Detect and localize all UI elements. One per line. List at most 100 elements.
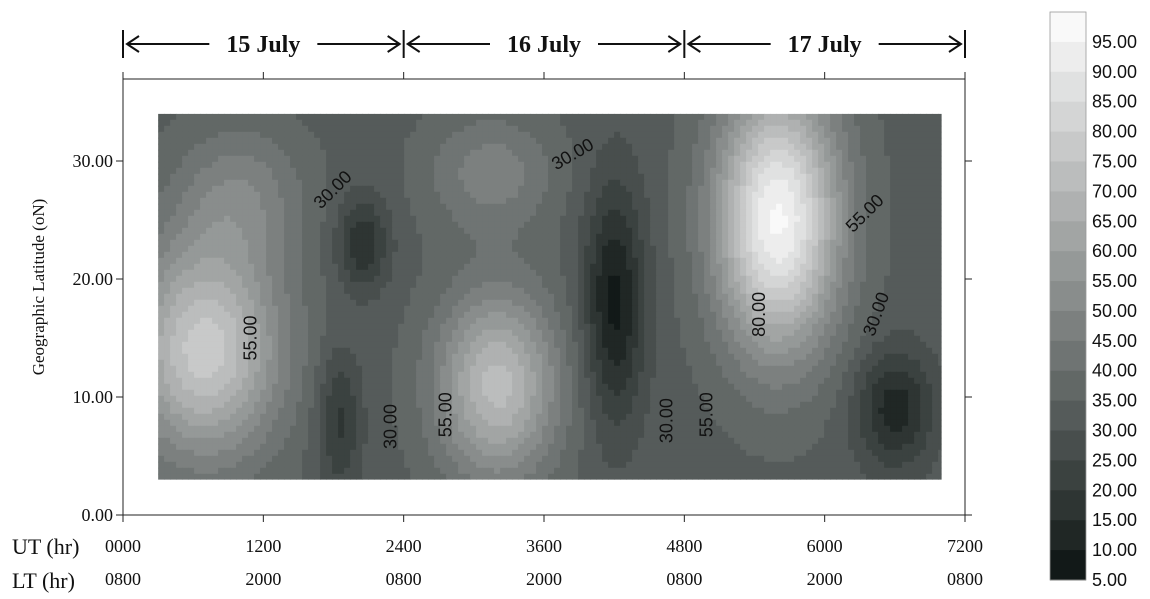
heat-cell [248, 119, 255, 127]
heat-cell [494, 203, 501, 211]
heat-cell [344, 323, 351, 331]
heat-cell [890, 173, 897, 181]
heat-cell [680, 191, 687, 199]
heat-cell [734, 161, 741, 169]
heat-cell [368, 251, 375, 259]
heat-cell [572, 257, 579, 265]
heat-cell [554, 221, 561, 229]
heat-cell [248, 173, 255, 181]
heat-cell [860, 257, 867, 265]
heat-cell [290, 287, 297, 295]
heat-cell [680, 197, 687, 205]
heat-cell [650, 215, 657, 223]
heat-cell [314, 179, 321, 187]
heat-cell [638, 257, 645, 265]
heat-cell [590, 185, 597, 193]
heat-cell [212, 227, 219, 235]
heat-cell [476, 161, 483, 169]
heat-cell [560, 257, 567, 265]
heat-cell [608, 173, 615, 181]
heat-cell [350, 281, 357, 289]
heat-cell [554, 317, 561, 325]
heat-cell [872, 137, 879, 145]
heat-cell [710, 323, 717, 331]
heat-cell [776, 113, 783, 121]
heat-cell [908, 161, 915, 169]
heat-cell [806, 119, 813, 127]
heat-cell [692, 221, 699, 229]
heat-cell [386, 281, 393, 289]
heat-cell [176, 239, 183, 247]
heat-cell [908, 227, 915, 235]
heat-cell [614, 155, 621, 163]
heat-cell [920, 263, 927, 271]
heat-cell [788, 185, 795, 193]
heat-cell [626, 197, 633, 205]
heat-cell [512, 137, 519, 145]
heat-cell [410, 113, 417, 121]
heat-cell [566, 173, 573, 181]
heat-cell [410, 299, 417, 307]
heat-cell [866, 173, 873, 181]
heat-cell [842, 143, 849, 151]
heat-cell [794, 113, 801, 121]
heat-cell [638, 311, 645, 319]
heat-cell [914, 113, 921, 121]
heat-cell [914, 299, 921, 307]
heat-cell [314, 257, 321, 265]
heat-cell [230, 227, 237, 235]
heat-cell [884, 215, 891, 223]
heat-cell [260, 149, 267, 157]
heat-cell [212, 323, 219, 331]
heat-cell [188, 341, 195, 349]
heat-cell [584, 269, 591, 277]
heat-cell [686, 143, 693, 151]
heat-cell [428, 227, 435, 235]
heat-cell [926, 131, 933, 139]
heat-cell [218, 227, 225, 235]
heat-cell [884, 317, 891, 325]
heat-cell [638, 179, 645, 187]
heat-cell [236, 227, 243, 235]
heat-cell [836, 131, 843, 139]
heat-cell [788, 245, 795, 253]
heat-cell [260, 179, 267, 187]
heat-cell [512, 221, 519, 229]
heat-cell [344, 143, 351, 151]
heat-cell [356, 227, 363, 235]
heat-cell [518, 137, 525, 145]
heat-cell [674, 197, 681, 205]
heat-cell [632, 155, 639, 163]
heat-cell [800, 125, 807, 133]
heat-cell [416, 227, 423, 235]
heat-cell [932, 173, 939, 181]
heat-cell [350, 203, 357, 211]
heat-cell [242, 227, 249, 235]
heat-cell [308, 233, 315, 241]
heat-cell [776, 167, 783, 175]
heat-cell [302, 167, 309, 175]
heat-cell [482, 131, 489, 139]
heat-cell [782, 155, 789, 163]
heat-cell [572, 311, 579, 319]
heat-cell [338, 113, 345, 121]
heat-cell [854, 245, 861, 253]
heat-cell [740, 173, 747, 181]
heat-cell [542, 215, 549, 223]
heat-cell [758, 335, 765, 343]
heat-cell [422, 137, 429, 145]
heat-cell [398, 191, 405, 199]
heat-cell [446, 227, 453, 235]
heat-cell [332, 221, 339, 229]
heat-cell [680, 161, 687, 169]
heat-cell [290, 299, 297, 307]
heat-cell [572, 197, 579, 205]
heat-cell [344, 215, 351, 223]
heat-cell [182, 335, 189, 343]
heat-cell [548, 263, 555, 271]
heat-cell [620, 281, 627, 289]
heat-cell [698, 119, 705, 127]
heat-cell [848, 197, 855, 205]
heat-cell [350, 251, 357, 259]
heat-cell [536, 203, 543, 211]
